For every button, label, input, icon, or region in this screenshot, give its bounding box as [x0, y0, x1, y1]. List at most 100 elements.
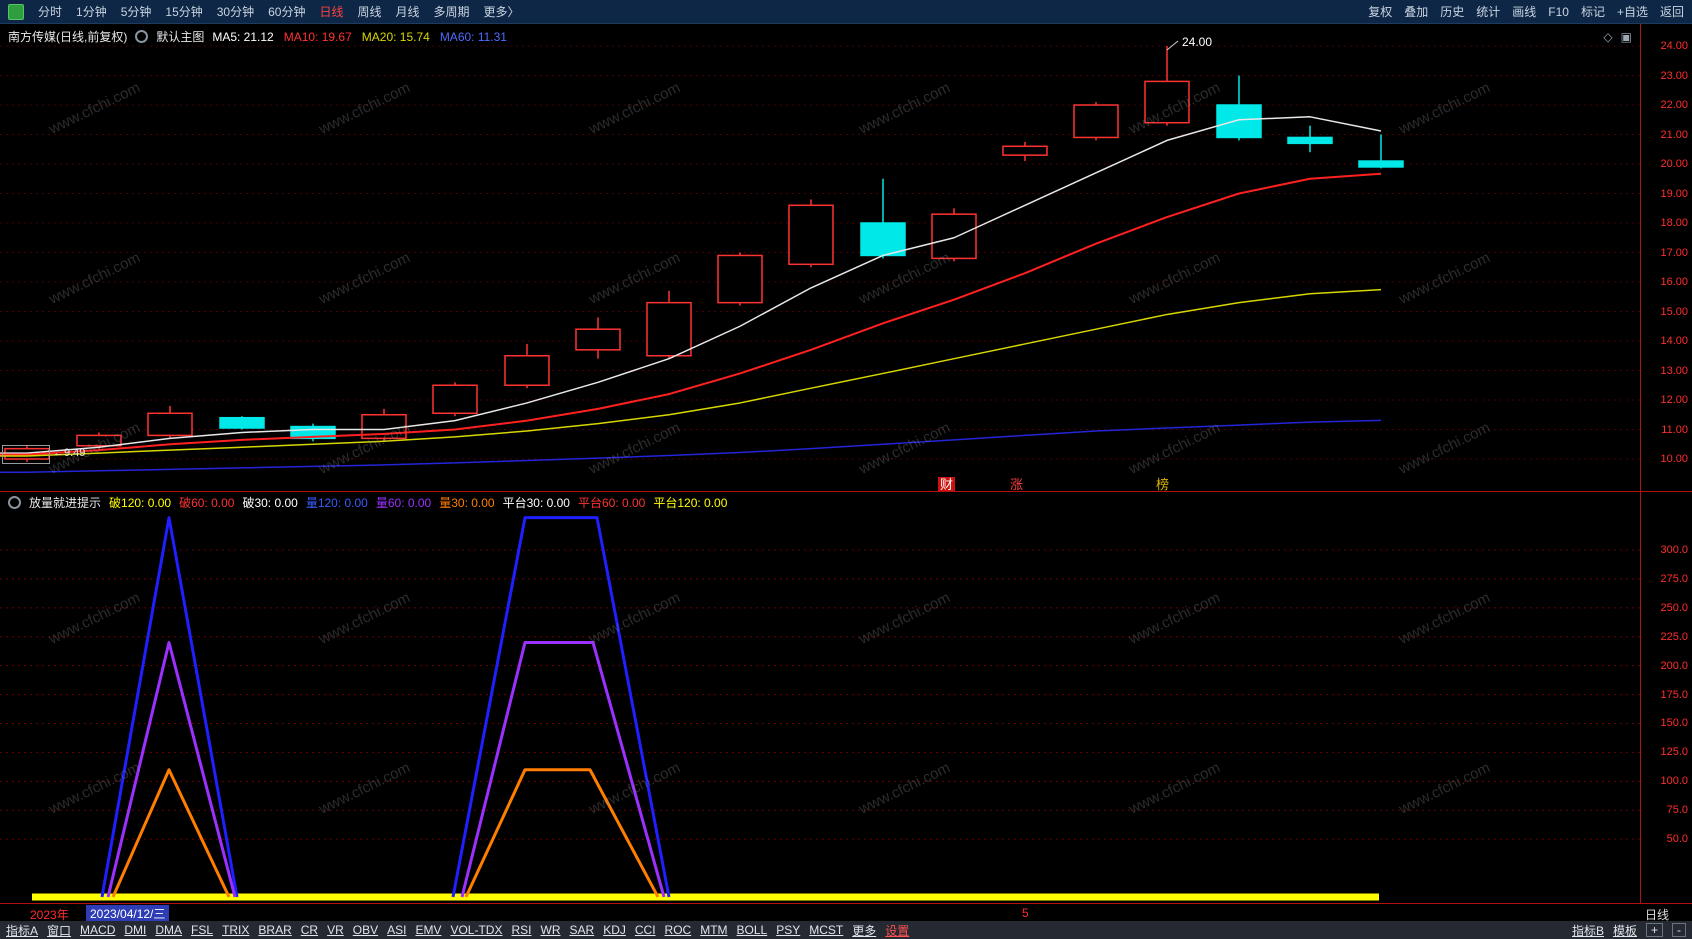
period-1分钟[interactable]: 1分钟: [76, 5, 107, 19]
indicator-value: 平台30: 0.00: [502, 496, 570, 510]
tab-CR[interactable]: CR: [300, 923, 319, 937]
tab-MACD[interactable]: MACD: [80, 923, 116, 937]
tool-统计[interactable]: 统计: [1476, 5, 1501, 19]
candle-body: [290, 425, 336, 440]
indicator-name[interactable]: 放量就进提示: [29, 496, 102, 510]
app-logo-icon[interactable]: [8, 3, 24, 20]
candle-body: [1073, 104, 1119, 139]
ma-value: MA5: 21.12: [212, 29, 274, 44]
tab-TRIX[interactable]: TRIX: [222, 923, 250, 937]
period-更多〉[interactable]: 更多〉: [483, 5, 520, 19]
tab-RSI[interactable]: RSI: [511, 923, 532, 937]
price-axis-label: 20.00: [1660, 158, 1688, 170]
period-日线[interactable]: 日线: [319, 5, 344, 19]
price-axis-label: 21.00: [1660, 128, 1688, 141]
tab-more[interactable]: 更多: [852, 923, 877, 938]
candle-body: [860, 222, 906, 257]
price-axis-label: 11.00: [1661, 423, 1688, 436]
indicator-line-量120-spike2: [451, 516, 671, 898]
zoom-in-button[interactable]: +: [1645, 923, 1663, 937]
brand-badge: 榜: [1156, 477, 1170, 492]
indicator-value: 破120: 0.00: [109, 496, 172, 510]
indicator-axis-label: 300.0: [1660, 543, 1688, 556]
tab-VR[interactable]: VR: [327, 923, 344, 937]
period-15分钟[interactable]: 15分钟: [165, 5, 203, 19]
price-axis-label: 23.00: [1660, 69, 1688, 82]
indicator-value: 量30: 0.00: [439, 496, 495, 510]
period-60分钟[interactable]: 60分钟: [268, 5, 306, 19]
indicator-axis-label: 200.0: [1660, 659, 1688, 672]
tab-PSY[interactable]: PSY: [776, 923, 801, 937]
candle-body: [219, 416, 265, 429]
period-多周期[interactable]: 多周期: [433, 5, 470, 19]
period-tabs: 分时 1分钟 5分钟 15分钟 30分钟 60分钟 日线 周线 月线 多周期 更多〉: [38, 3, 520, 20]
ma-line-MA5: [0, 116, 1382, 454]
period-30分钟[interactable]: 30分钟: [216, 5, 255, 19]
zoom-out-button[interactable]: -: [1672, 923, 1686, 937]
diamond-icon[interactable]: ◇: [1603, 29, 1613, 44]
price-axis-label: 10.00: [1660, 453, 1688, 465]
ma-value: MA10: 19.67: [283, 29, 352, 44]
panel-separator: [0, 491, 1692, 492]
tab-模板[interactable]: 模板: [1612, 923, 1637, 938]
ma-line-MA10: [0, 172, 1382, 456]
candle-body: [931, 213, 977, 260]
window-icon[interactable]: ▣: [1620, 29, 1632, 44]
tab-BRAR[interactable]: BRAR: [258, 923, 292, 937]
top-toolbar: 分时 1分钟 5分钟 15分钟 30分钟 60分钟 日线 周线 月线 多周期 更多〉 复权 叠加 历史统…: [0, 0, 1692, 24]
period-月线[interactable]: 月线: [395, 5, 420, 19]
tab-ASI[interactable]: ASI: [387, 923, 407, 937]
candle-body: [76, 434, 122, 447]
tab-EMV[interactable]: EMV: [415, 923, 442, 937]
tool-历史[interactable]: 历史: [1440, 5, 1465, 19]
tab-窗口[interactable]: 窗口: [47, 923, 72, 938]
tab-指标A[interactable]: 指标A: [6, 923, 39, 938]
tab-settings[interactable]: 设置: [885, 923, 910, 938]
tab-VOL-TDX[interactable]: VOL-TDX: [450, 923, 503, 937]
price-axis-label: 19.00: [1660, 187, 1688, 200]
tab-DMA[interactable]: DMA: [155, 923, 183, 937]
candle-body: [504, 355, 550, 386]
price-axis-label: 22.00: [1660, 99, 1688, 111]
indicator-value: 量60: 0.00: [375, 496, 432, 510]
tool-+自选[interactable]: +自选: [1616, 5, 1648, 19]
tab-DMI[interactable]: DMI: [124, 923, 147, 937]
indicator-value: 破30: 0.00: [242, 496, 298, 510]
tab-MTM[interactable]: MTM: [700, 923, 728, 937]
tab-WR[interactable]: WR: [540, 923, 561, 937]
candle-body: [788, 204, 834, 266]
ma-line-MA20: [0, 288, 1382, 457]
tool-画线[interactable]: 画线: [1512, 5, 1537, 19]
tool-返回[interactable]: 返回: [1659, 5, 1684, 19]
candle-body: [147, 412, 193, 437]
price-axis-label: 13.00: [1660, 364, 1688, 377]
period-周线[interactable]: 周线: [357, 5, 382, 19]
tool-F10[interactable]: F10: [1548, 4, 1569, 19]
main-chart-header: 南方传媒(日线,前复权) 默认主图 MA5: 21.12 MA10: 19.67 M…: [0, 28, 1640, 45]
tab-指标B[interactable]: 指标B: [1571, 923, 1604, 938]
tab-CCI[interactable]: CCI: [634, 923, 656, 937]
tab-FSL[interactable]: FSL: [191, 923, 214, 937]
indicator-line-量30-spike1: [111, 768, 231, 898]
sub-chart-header: 放量就进提示 破120: 0.00 破60: 0.00 破30: 0.00 量120:…: [0, 494, 1640, 511]
candle-body: [717, 254, 763, 304]
price-axis-label: 15.00: [1660, 305, 1688, 318]
high-marker: 24.00: [1182, 35, 1213, 49]
tool-叠加[interactable]: 叠加: [1404, 5, 1429, 19]
indicator-axis-label: 225.0: [1660, 630, 1688, 643]
tool-标记[interactable]: 标记: [1580, 5, 1605, 19]
tab-MCST[interactable]: MCST: [809, 923, 844, 937]
price-axis-label: 12.00: [1660, 394, 1688, 406]
tool-复权[interactable]: 复权: [1368, 5, 1393, 19]
period-5分钟[interactable]: 5分钟: [120, 5, 152, 19]
tab-KDJ[interactable]: KDJ: [603, 923, 626, 937]
tab-OBV[interactable]: OBV: [352, 923, 379, 937]
price-axis-label: 16.00: [1660, 276, 1688, 288]
price-axis-label: 14.00: [1660, 335, 1688, 347]
tab-BOLL[interactable]: BOLL: [736, 923, 768, 937]
tab-SAR[interactable]: SAR: [569, 923, 595, 937]
period-分时[interactable]: 分时: [38, 5, 63, 19]
overlay-label[interactable]: 默认主图: [156, 30, 205, 44]
indicator-axis-label: 75.0: [1666, 804, 1688, 817]
tab-ROC[interactable]: ROC: [664, 923, 692, 937]
